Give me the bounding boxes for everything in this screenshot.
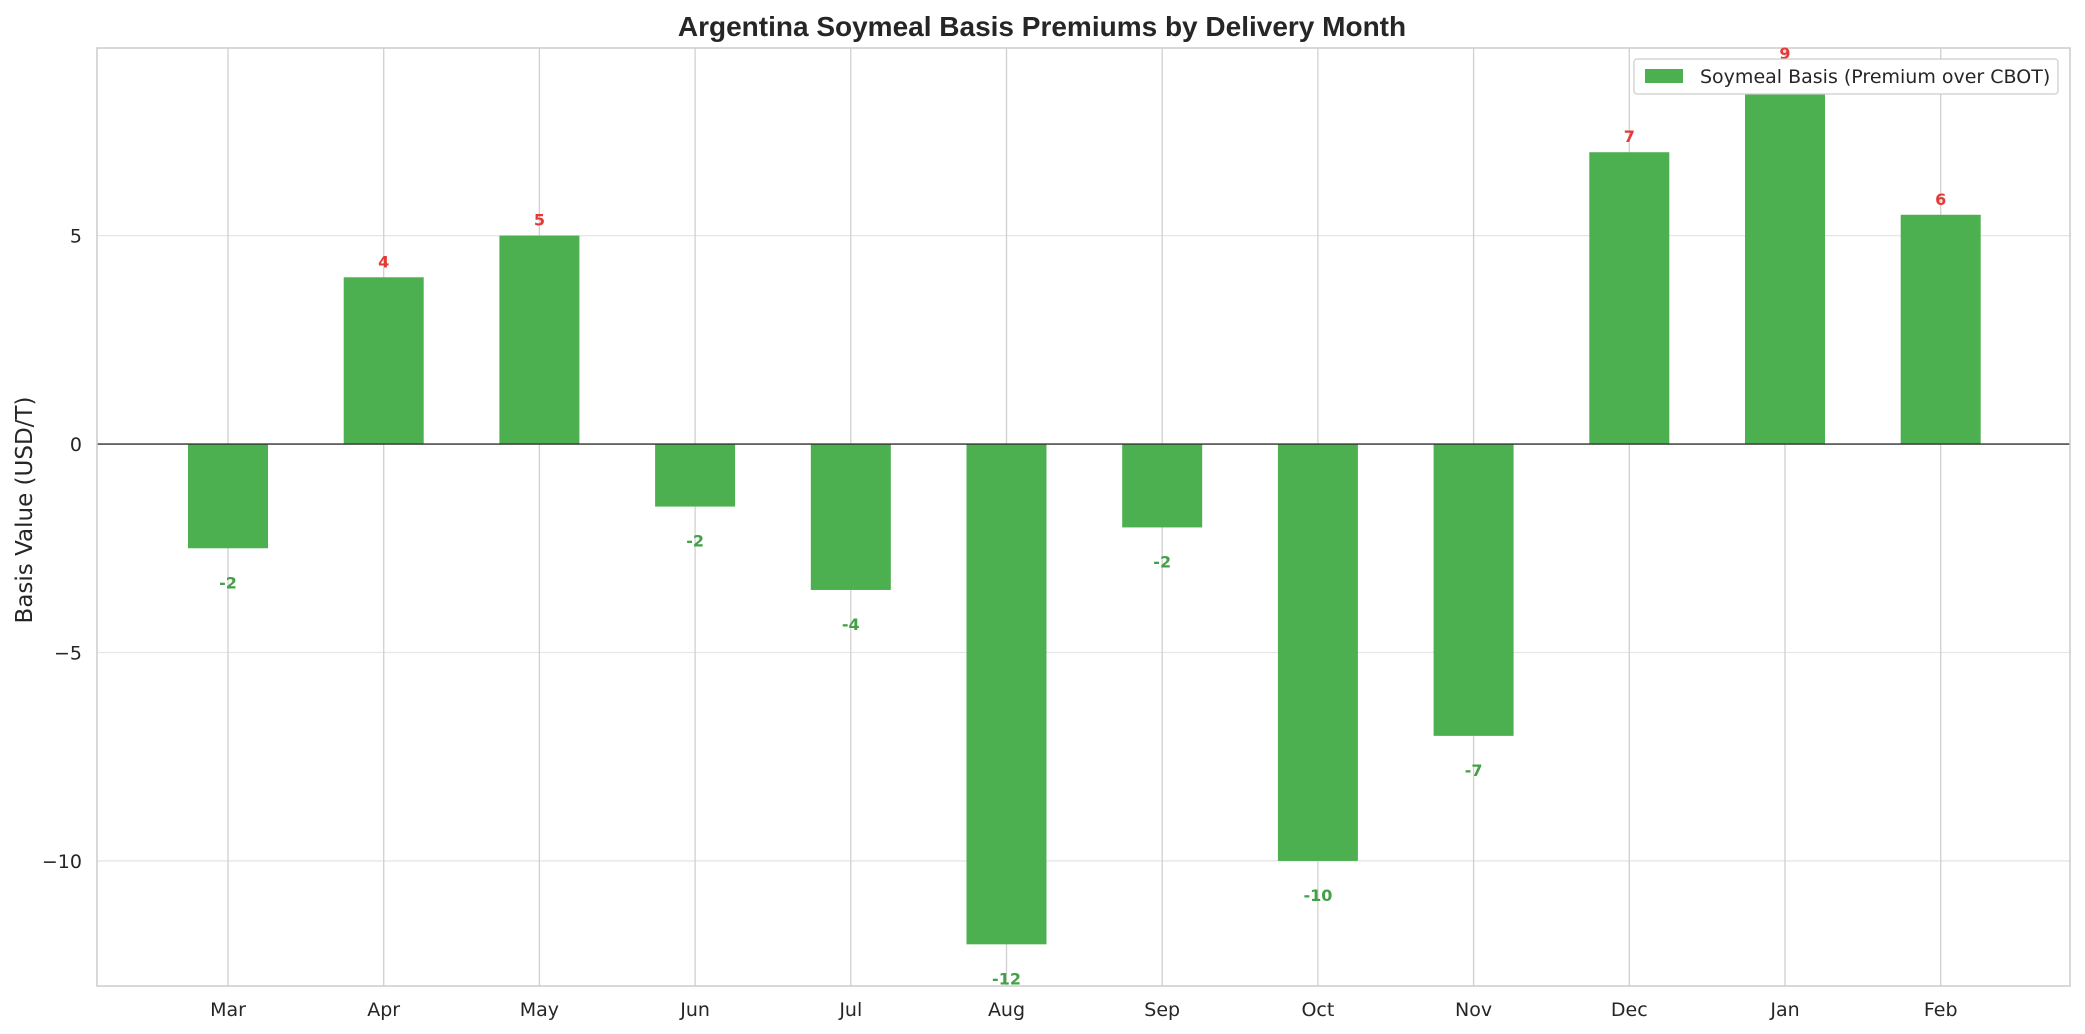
x-tick-label: Jan [1769, 999, 1799, 1021]
x-tick-label: Apr [367, 999, 400, 1021]
bar-nov [1433, 444, 1514, 736]
plot-area: -2 4 5 -2 -4 -12 -2 -10 -7 7 9 6 Mar Apr May Jun Jul Aug S… [42, 44, 2071, 1021]
data-label: -10 [1303, 886, 1332, 905]
bar-dec [1589, 152, 1670, 445]
legend: Soymeal Basis (Premium over CBOT) [1633, 58, 2059, 95]
data-label: 9 [1779, 44, 1790, 63]
x-tick-label: Mar [210, 999, 246, 1021]
bar-sep [1122, 444, 1203, 528]
data-label: 7 [1624, 127, 1635, 146]
data-label: 4 [378, 252, 389, 271]
legend-frame [1633, 58, 2059, 95]
bar-jul [810, 444, 891, 590]
data-label: -2 [686, 532, 704, 551]
data-label: -2 [219, 573, 237, 592]
x-tick-label: Jul [838, 999, 862, 1021]
bar-jun [655, 444, 736, 507]
x-tick-label: Jun [679, 999, 710, 1021]
data-label: 6 [1935, 190, 1946, 209]
x-tick-label: Feb [1924, 999, 1958, 1021]
y-tick-label: 0 [70, 434, 82, 456]
bar-oct [1277, 444, 1358, 861]
data-label: -4 [842, 615, 860, 634]
bar-feb [1900, 214, 1981, 445]
bar-apr [343, 277, 424, 445]
x-tick-label: Oct [1301, 999, 1334, 1021]
y-tick-label: 5 [70, 226, 82, 248]
data-label: -2 [1153, 552, 1171, 571]
x-tick-label: Aug [988, 999, 1025, 1021]
data-label: 5 [534, 211, 545, 230]
legend-swatch [1645, 69, 1683, 83]
y-tick-label: −10 [42, 851, 82, 873]
x-tick-label: Nov [1455, 999, 1492, 1021]
bar-mar [188, 444, 268, 549]
legend-label: Soymeal Basis (Premium over CBOT) [1700, 66, 2050, 88]
y-axis-label: Basis Value (USD/T) [12, 397, 38, 624]
y-tick-label: −5 [54, 642, 82, 664]
bar-aug [966, 444, 1047, 945]
bar-may [499, 235, 580, 445]
data-label: -12 [992, 969, 1021, 988]
bar-jan [1745, 68, 1825, 445]
data-label: -7 [1465, 761, 1483, 780]
chart-title: Argentina Soymeal Basis Premiums by Deli… [678, 11, 1406, 42]
plot-frame [96, 47, 2071, 987]
x-tick-label: May [520, 999, 559, 1021]
x-tick-label: Dec [1611, 999, 1648, 1021]
x-tick-label: Sep [1144, 999, 1180, 1021]
